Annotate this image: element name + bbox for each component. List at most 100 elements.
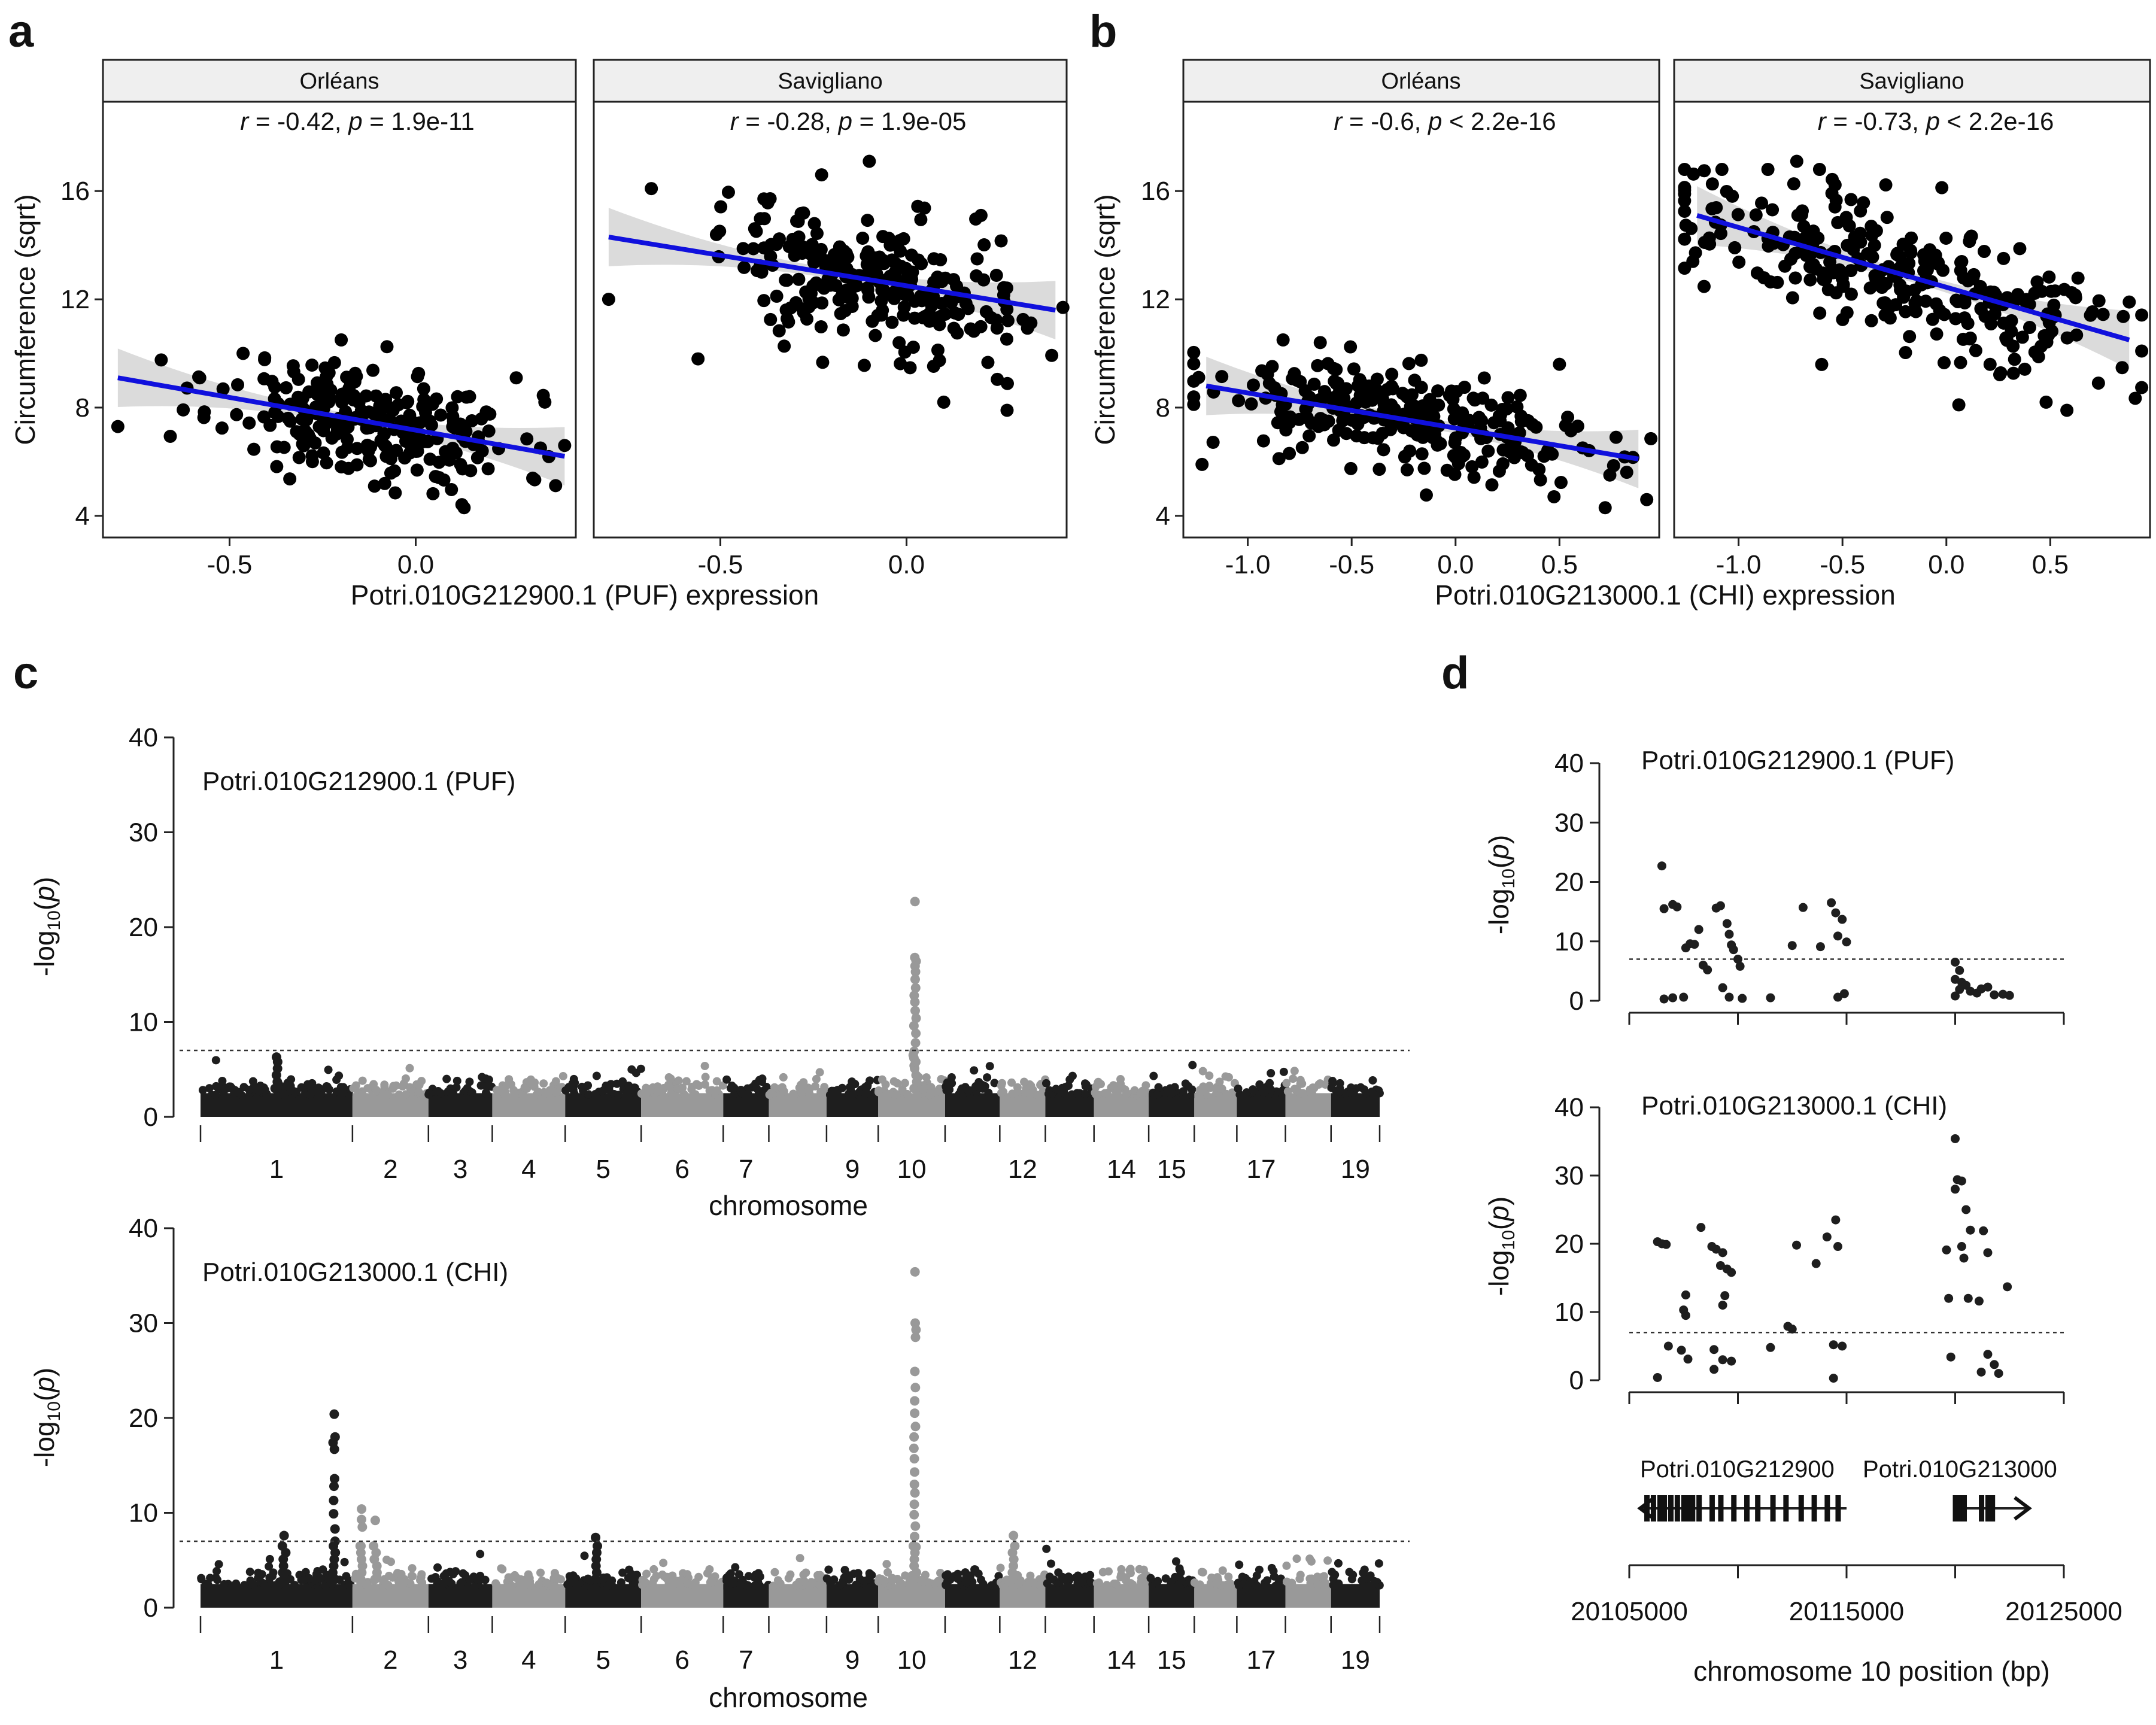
- snp-point: [1098, 1568, 1107, 1577]
- snp-point: [849, 1569, 858, 1578]
- data-point: [757, 294, 771, 308]
- snp-point: [1839, 989, 1849, 998]
- exon: [1686, 1495, 1692, 1521]
- regression-line: [117, 375, 566, 459]
- snp-point: [1128, 1580, 1137, 1589]
- data-point: [1728, 241, 1742, 254]
- data-point: [215, 421, 229, 435]
- snp-point: [212, 1082, 221, 1091]
- snp-point: [417, 1570, 426, 1579]
- snp-point: [1307, 1574, 1316, 1583]
- data-point: [2092, 294, 2106, 308]
- snp-point: [1289, 1074, 1298, 1083]
- snp-point: [1718, 1248, 1727, 1258]
- data-point: [989, 268, 1003, 282]
- data-point: [894, 259, 908, 273]
- y-axis-title: Circumference (sqrt): [1089, 194, 1120, 445]
- snp-point: [297, 1083, 306, 1092]
- snp-point: [1215, 1077, 1224, 1086]
- data-point: [1232, 394, 1246, 408]
- snp-point: [378, 1576, 387, 1585]
- snp-point: [789, 1089, 798, 1098]
- snp-point: [1944, 1293, 1954, 1303]
- snp-point: [985, 1062, 994, 1071]
- snp-point: [762, 1082, 771, 1091]
- data-point: [1732, 255, 1746, 269]
- data-point: [1919, 294, 1933, 308]
- y-tick-label: 8: [1156, 393, 1170, 423]
- chromosome-label: 4: [521, 1645, 536, 1675]
- data-point: [1417, 461, 1431, 475]
- exon: [1961, 1495, 1967, 1521]
- snp-point: [1290, 1085, 1299, 1094]
- data-point: [1283, 410, 1297, 424]
- y-tick-label: 20: [1554, 1229, 1584, 1259]
- data-point: [1400, 463, 1414, 476]
- y-tick-label: 30: [1554, 808, 1584, 837]
- data-point: [1974, 302, 1988, 316]
- data-point: [1935, 181, 1949, 195]
- snp-point: [362, 1581, 371, 1590]
- exon: [1783, 1495, 1789, 1521]
- facet-savigliano: Savigliano r = -0.73, p < 2.2e-16 -1.0 -0…: [1673, 59, 2151, 579]
- snp-point: [1263, 1576, 1272, 1585]
- data-point: [1311, 359, 1325, 372]
- data-point: [1844, 193, 1858, 206]
- data-point: [1000, 403, 1014, 417]
- data-point: [2005, 314, 2018, 327]
- snp-point: [701, 1073, 710, 1082]
- data-point: [876, 283, 890, 297]
- data-point: [873, 250, 886, 264]
- snp-point: [1036, 1581, 1044, 1590]
- snp-point: [962, 1578, 971, 1587]
- snp-point: [1966, 1225, 1975, 1235]
- y-tick-label: 10: [129, 1008, 158, 1037]
- data-point: [2013, 242, 2027, 256]
- data-point: [345, 391, 359, 405]
- data-point: [1513, 388, 1527, 402]
- snp-point: [691, 1090, 700, 1099]
- snp-point: [388, 1084, 397, 1093]
- data-point: [977, 238, 991, 252]
- y-tick-label: 20: [129, 1404, 158, 1433]
- data-point: [1932, 256, 1945, 270]
- data-point: [465, 414, 479, 427]
- snp-point: [730, 1579, 739, 1588]
- data-point: [308, 436, 322, 450]
- snp-point: [1014, 1580, 1023, 1589]
- data-point: [390, 386, 403, 400]
- data-point: [305, 358, 319, 372]
- plot-frame: [593, 101, 1068, 539]
- snp-point: [1307, 1089, 1316, 1098]
- snp-point: [1212, 1579, 1221, 1588]
- data-point: [1307, 377, 1321, 391]
- snp-point: [536, 1568, 545, 1577]
- snp-point: [198, 1086, 207, 1095]
- snp-point: [1086, 1571, 1095, 1580]
- snp-point: [324, 1065, 333, 1074]
- snp-point: [465, 1077, 474, 1086]
- data-point: [1749, 208, 1763, 222]
- snp-point: [692, 1080, 701, 1089]
- chromosome-label: 7: [739, 1155, 753, 1184]
- chromosome-label: 2: [383, 1155, 397, 1184]
- y-axis-title: -log10(p): [29, 877, 64, 976]
- data-point: [918, 201, 931, 215]
- peak-point: [909, 1021, 919, 1031]
- data-point: [1321, 357, 1335, 370]
- x-axis-title: Potri.010G212900.1 (PUF) expression: [351, 579, 819, 611]
- data-point: [1402, 357, 1416, 370]
- snp-point: [712, 1077, 721, 1086]
- snp-point: [649, 1565, 658, 1574]
- data-point: [933, 318, 946, 332]
- snp-point: [1653, 1372, 1662, 1382]
- snp-point: [580, 1551, 589, 1560]
- data-point: [377, 427, 391, 441]
- data-point: [1206, 435, 1220, 449]
- snp-point: [1207, 1573, 1216, 1582]
- data-point: [1955, 255, 1969, 269]
- data-point: [897, 308, 910, 322]
- snp-point: [1008, 1089, 1017, 1098]
- snp-point: [682, 1077, 691, 1086]
- snp-point: [384, 1571, 393, 1580]
